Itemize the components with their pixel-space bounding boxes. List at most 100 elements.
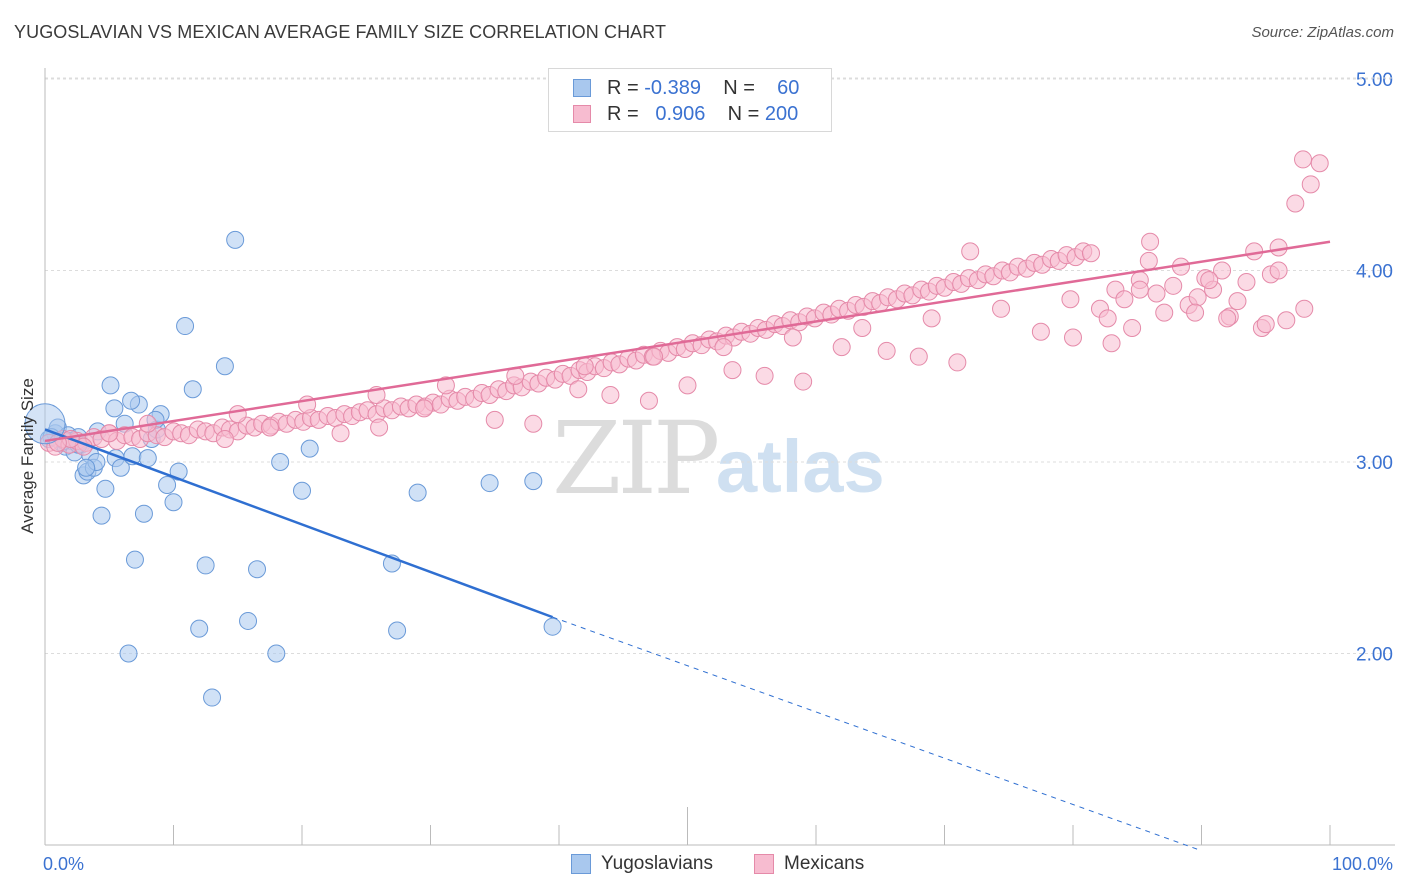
yugoslavian-trendline-extension [552,616,1202,852]
mexican-point [639,391,658,410]
yugoslavian-point [92,506,111,525]
mexican-point [601,385,620,404]
mexican-point [100,424,119,443]
yugoslavian-point [388,621,407,640]
mexican-point [1123,318,1142,337]
yugoslavian-point [524,472,543,491]
legend-swatch-mexicans [573,105,591,123]
yugoslavian-point [226,230,245,249]
yugoslavian-point [239,611,258,630]
mexican-point [1147,284,1166,303]
mexican-point [485,410,504,429]
chart-title: YUGOSLAVIAN VS MEXICAN AVERAGE FAMILY SI… [14,22,667,42]
x-tick-label: 100.0% [1332,854,1393,874]
yugoslavian-point [271,453,290,471]
mexican-point [1237,272,1256,291]
mexican-point [215,430,234,449]
legend-r-label: R = [607,77,645,99]
yugoslavian-point [215,357,234,376]
legend-n-label: N = [727,103,765,125]
yugoslavian-point [176,317,195,336]
mexican-point [1102,334,1121,353]
mexican-point [1115,290,1134,309]
yugoslavian-point [134,504,153,523]
yugoslavian-point [101,376,120,395]
mexican-point [1256,315,1275,334]
mexican-point [331,424,350,443]
mexican-point [1286,194,1305,213]
mexican-point [1064,328,1082,347]
mexican-point [1061,290,1080,309]
legend-n-label: N = [723,77,761,99]
legend-r-value: 0.906 [655,103,706,125]
mexican-point [1141,232,1160,251]
watermark-atlas: atlas [716,425,885,508]
mexican-point [961,242,980,261]
mexican-point [1188,288,1207,307]
yugoslavian-point [248,560,267,579]
mexican-point [370,418,389,437]
mexican-point [678,376,697,395]
bottom-legend-swatch [754,854,774,874]
legend-n-value: 200 [764,103,799,125]
yugoslavian-point [293,481,311,500]
mexican-point [1277,311,1296,330]
mexican-point [1200,271,1219,290]
mexican-point [569,380,588,399]
y-tick-label: 4.00 [1356,262,1393,283]
x-tick-label: 0.0% [43,854,84,874]
yugoslavian-point [196,556,215,575]
mexican-point [415,399,434,418]
yugoslavian-point [183,380,202,399]
y-tick-label: 3.00 [1356,453,1393,474]
correlation-legend: R = -0.389 N = 60 R = 0.906 N = 200 [548,68,832,132]
bottom-legend-label: Yugoslavians [601,853,713,874]
yugoslavian-point [119,644,138,663]
mexican-point [723,361,742,380]
watermark-zip: ZIP [552,400,720,517]
mexican-point [524,414,543,433]
mexican-point [922,309,941,328]
mexican-point [1294,150,1313,169]
yugoslavian-point [203,688,222,707]
mexican-point [1218,309,1237,328]
yugoslavian-point [164,493,183,512]
mexican-point [714,338,733,357]
mexican-point [1228,292,1247,311]
yugoslavian-point [96,479,115,498]
mexican-point [1269,261,1288,280]
mexican-point [755,366,774,385]
yugoslavian-point [77,458,96,477]
yugoslavian-point [300,439,319,458]
mexican-point [1164,276,1183,295]
yugoslavian-point [267,644,286,663]
y-tick-label: 5.00 [1356,70,1393,91]
mexican-point [645,347,664,366]
mexican-point [909,347,928,366]
yugoslavian-point [122,391,141,410]
legend-r-label: R = [607,103,645,125]
yugoslavian-point [111,458,130,477]
mexican-point [794,372,813,391]
mexican-point [1130,280,1149,299]
mexican-point [877,341,896,360]
mexican-point [1269,238,1288,257]
legend-n-value: 60 [777,77,800,99]
mexican-point [1213,261,1232,280]
mexican-point [1301,175,1320,194]
yugoslavian-point [543,617,562,636]
yugoslavian-point [480,474,499,493]
mexican-point [1155,303,1174,322]
mexican-point [260,418,279,437]
source-label: Source: ZipAtlas.com [1251,24,1394,41]
mexican-point [783,328,802,347]
mexican-point [1295,299,1314,318]
mexican-point [228,405,247,424]
mexican-point [575,357,594,376]
mexican-point [1310,154,1329,173]
mexican-point [1139,251,1158,270]
y-axis-label: Average Family Size [18,378,37,534]
mexican-point [992,299,1011,318]
mexican-point [853,318,872,337]
yugoslavian-point [105,399,124,418]
